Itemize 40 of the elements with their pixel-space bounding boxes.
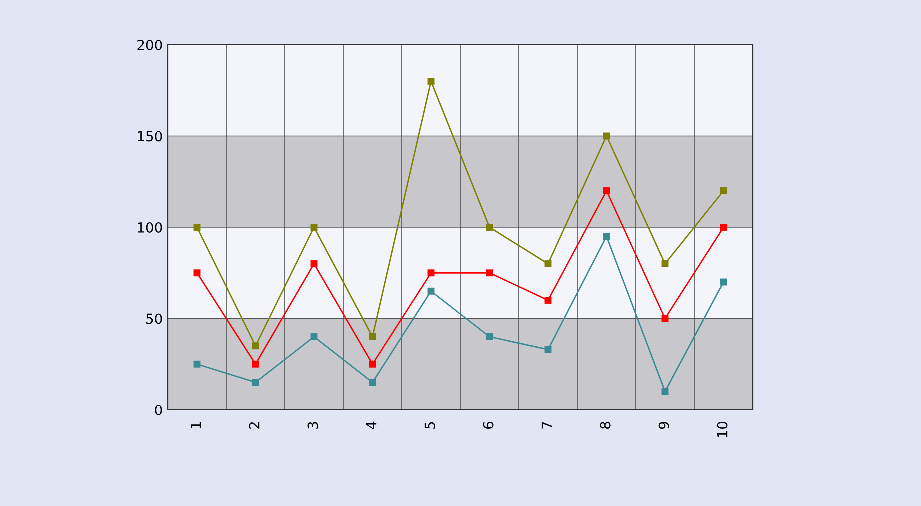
point bbox=[603, 188, 610, 194]
x-tick-label: 4 bbox=[366, 422, 377, 430]
x-tick-label: 1 bbox=[190, 422, 202, 428]
point bbox=[428, 270, 435, 277]
point bbox=[310, 334, 318, 340]
x-tick-label: 8 bbox=[600, 422, 611, 430]
point bbox=[603, 233, 610, 240]
point bbox=[310, 224, 318, 231]
point bbox=[544, 297, 552, 304]
x-tick-label: 6 bbox=[483, 422, 494, 429]
point bbox=[428, 288, 435, 295]
point bbox=[486, 334, 494, 340]
point bbox=[252, 360, 260, 368]
point bbox=[252, 379, 260, 386]
x-tick-label: 5 bbox=[424, 422, 436, 429]
y-tick-label: 50 bbox=[146, 314, 162, 324]
point bbox=[428, 78, 435, 85]
point bbox=[486, 224, 494, 231]
y-tick-label: 150 bbox=[138, 131, 162, 142]
point bbox=[252, 342, 260, 350]
point bbox=[369, 379, 376, 386]
point bbox=[194, 270, 201, 277]
y-tick-label: 200 bbox=[138, 40, 162, 50]
point bbox=[194, 224, 201, 231]
x-tick-label: 7 bbox=[542, 422, 552, 429]
point bbox=[369, 360, 376, 368]
x-tick-label: 2 bbox=[249, 422, 260, 429]
point bbox=[720, 224, 728, 231]
x-tick-label: 3 bbox=[308, 422, 318, 429]
y-tick-label: 100 bbox=[138, 222, 162, 233]
y-tick-label: 0 bbox=[155, 404, 162, 416]
point bbox=[544, 260, 552, 268]
point bbox=[720, 188, 728, 194]
x-tick-label: 10 bbox=[717, 422, 728, 438]
point bbox=[486, 270, 494, 277]
point bbox=[194, 360, 201, 368]
point bbox=[369, 334, 376, 340]
x-tick-label: 9 bbox=[658, 422, 670, 430]
point bbox=[310, 260, 318, 268]
point bbox=[662, 260, 669, 268]
